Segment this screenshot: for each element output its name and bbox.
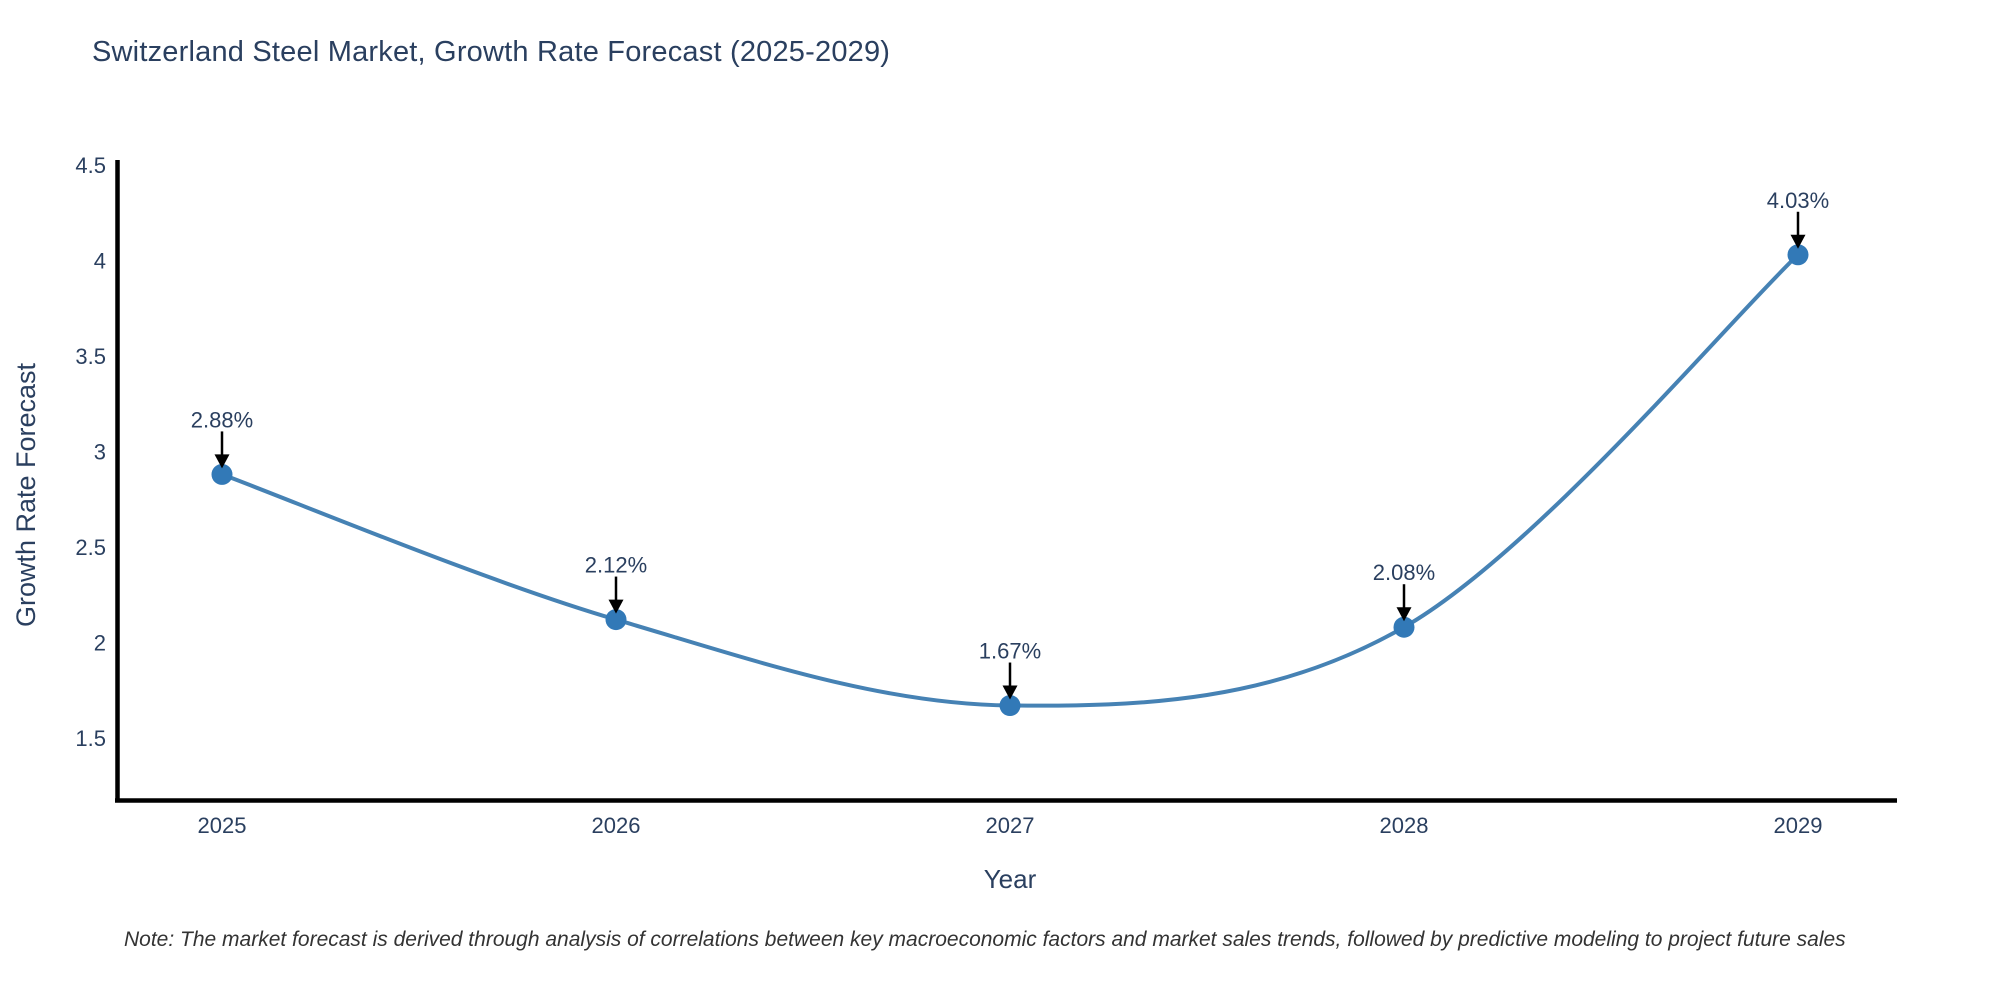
data-point-2029[interactable] xyxy=(1787,244,1809,266)
y-tick-label-3.5: 3.5 xyxy=(75,344,106,369)
annotation-arrowhead-icon xyxy=(1790,234,1806,249)
y-tick-label-1.5: 1.5 xyxy=(75,726,106,751)
point-label-2026: 2.12% xyxy=(585,553,647,578)
y-tick-label-4: 4 xyxy=(94,249,106,274)
data-point-2027[interactable] xyxy=(999,695,1021,717)
y-axis-title: Growth Rate Forecast xyxy=(11,362,41,628)
x-tick-label-2026: 2026 xyxy=(592,813,641,838)
annotation-arrowhead-icon xyxy=(214,454,230,469)
y-tick-label-2.5: 2.5 xyxy=(75,535,106,560)
point-label-2029: 4.03% xyxy=(1767,188,1829,213)
annotation-arrowhead-icon xyxy=(608,599,624,614)
footnote: Note: The market forecast is derived thr… xyxy=(124,928,1846,951)
x-tick-label-2029: 2029 xyxy=(1774,813,1823,838)
x-tick-label-2027: 2027 xyxy=(986,813,1035,838)
data-point-2025[interactable] xyxy=(211,463,233,485)
y-tick-label-2: 2 xyxy=(94,631,106,656)
data-point-2026[interactable] xyxy=(605,609,627,631)
x-axis-title: Year xyxy=(983,864,1037,894)
x-tick-label-2025: 2025 xyxy=(198,813,247,838)
x-tick-label-2028: 2028 xyxy=(1380,813,1429,838)
data-point-2028[interactable] xyxy=(1393,616,1415,638)
point-label-2025: 2.88% xyxy=(191,407,253,432)
annotation-arrowhead-icon xyxy=(1002,685,1018,700)
point-label-2028: 2.08% xyxy=(1373,560,1435,585)
chart-title: Switzerland Steel Market, Growth Rate Fo… xyxy=(92,36,891,68)
point-label-2027: 1.67% xyxy=(979,639,1041,664)
annotation-arrowhead-icon xyxy=(1396,607,1412,622)
y-tick-label-3: 3 xyxy=(94,440,106,465)
y-tick-label-4.5: 4.5 xyxy=(75,153,106,178)
